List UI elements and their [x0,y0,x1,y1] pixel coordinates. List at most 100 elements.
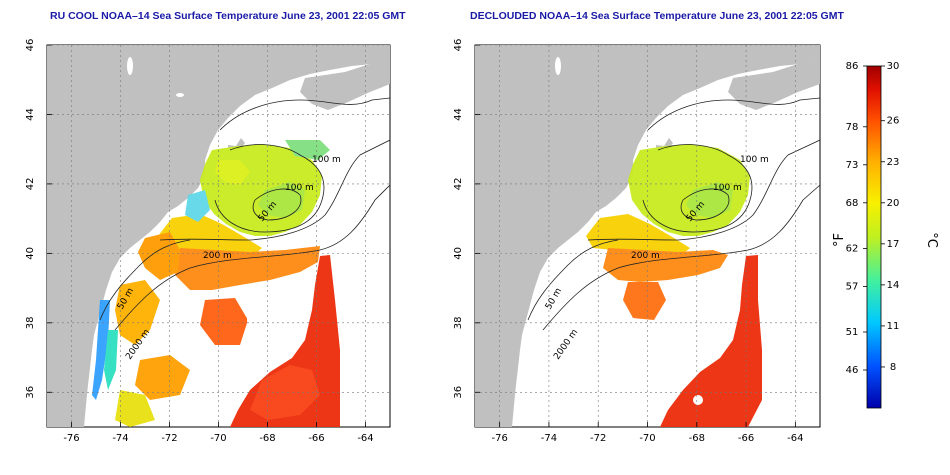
sst-nearshore-left [185,190,210,222]
contour-label-right-4: 200 m [631,251,660,261]
sst-maine-patch-left [215,160,250,185]
colorbar-c-tick-label: 23 [887,157,900,168]
colorbar-f-tick-label: 62 [846,243,859,254]
contour-100m-left [219,97,390,131]
sst-cloud-hole-left-2 [287,325,297,335]
colorbar-c-tick-label: 30 [887,61,900,72]
tick-label-lon-right: -76 [491,433,507,444]
colorbar-c-tick-label: 20 [887,198,900,209]
colorbar-c-tick-label: 11 [887,321,900,332]
sst-cloud-hole-left-1 [247,312,263,328]
colorbar-ramp [866,65,882,409]
colorbar-f-tick-label: 46 [846,365,859,376]
sst-offshore-right [623,282,666,320]
colorbar-f-tick-label: 86 [846,61,859,72]
tick-label-lon-left: -68 [259,433,275,444]
contour-label-right-2: 100 m [713,183,742,193]
contour-coast-left [99,239,191,321]
sst-cloud-hole-right-1 [722,314,734,326]
contour-50m-right [680,188,730,221]
tick-label-lon-left: -64 [357,433,373,444]
contour-label-left-2: 100 m [285,183,314,193]
tick-label-lat-right: 46 [453,39,464,52]
tick-label-lon-left: -74 [112,433,128,444]
tick-label-lat-right: 42 [453,178,464,191]
colorbar-f-tick-label: 57 [846,281,859,292]
tick-label-lat-right: 40 [453,247,464,260]
colorbar-c-label: °C [924,232,939,248]
lake-left-1 [127,57,133,75]
contour-100m-inner-right [642,144,753,233]
contour-100m-inner-left [214,144,325,233]
colorbar-f-ticks: 86 78 73 68 62 57 51 46 [846,61,867,376]
tick-label-lat-left: 36 [25,386,36,399]
colorbar: °F °C 86 78 73 68 62 57 51 46 30 26 23 20 17 14 11 8 [832,61,939,409]
bathymetry-contours-left [99,97,390,331]
tick-label-lat-left: 40 [25,247,36,260]
tick-label-lon-left: -66 [308,433,324,444]
sst-coast-band2-left [104,330,118,390]
tick-label-lon-left: -72 [161,433,177,444]
land-mass-right [475,45,820,427]
colorbar-c-tick-label: 17 [887,239,900,250]
tick-label-lat-right: 38 [453,316,464,329]
contour-coast-right [527,239,619,321]
colorbar-f-tick-label: 73 [846,160,859,171]
sst-cloud-hole-right-2 [693,395,703,405]
sst-scotian-left [285,140,330,160]
colorbar-f-tick-label: 68 [846,198,859,209]
contour-label-left-1: 100 m [312,155,341,165]
panel-left-title: RU COOL NOAA–14 Sea Surface Temperature … [50,10,406,22]
axis-ticks-right: -76 -74 -72 -70 -68 -66 -64 36 38 40 42 44 46 [453,39,804,444]
tick-label-lat-left: 46 [25,39,36,52]
grid-lines-right [475,45,820,427]
tick-label-lat-left: 44 [25,108,36,121]
sst-south-patches-left [135,355,190,400]
panel-right-title: DECLOUDED NOAA–14 Sea Surface Temperatur… [470,10,844,22]
nova-scotia-left [300,58,390,110]
contour-50m-left [252,188,302,221]
colorbar-f-label: °F [832,233,847,247]
sst-gulf-stream-right [660,255,762,427]
contour-200m-right [587,139,820,241]
land-mass-left [47,45,390,427]
lake-left-2 [176,93,184,97]
map-panel-left: 100 m 100 m 50 m 200 m 50 m 2000 m -76 -7… [25,39,391,444]
lake-right-1 [555,57,561,75]
grid-lines-left [47,45,390,427]
colorbar-c-tick-label: 8 [890,362,896,373]
contour-100m-right [647,97,820,131]
sst-data-right [586,144,762,427]
tick-label-lon-right: -70 [639,433,655,444]
sst-coastal-left [138,232,180,280]
colorbar-c-tick-label: 26 [887,116,900,127]
sst-cloud-hole-left-3 [174,324,186,336]
sst-offshore-patch-left [200,298,248,345]
colorbar-c-ticks: 30 26 23 20 17 14 11 8 [881,61,899,373]
map-panel-right: 100 m 100 m 50 m 200 m 50 m 2000 m -76 -7… [453,39,821,444]
tick-label-lat-right: 36 [453,386,464,399]
sst-data-left [92,140,340,427]
colorbar-c-tick-label: 14 [887,280,900,291]
contour-label-right-1: 100 m [740,155,769,165]
sst-coast-band-left [92,300,110,400]
tick-label-lon-right: -74 [541,433,557,444]
nova-scotia-right [728,58,820,110]
bathymetry-contours-right [527,97,820,331]
contour-label-left-4: 200 m [203,251,232,261]
tick-label-lat-left: 42 [25,178,36,191]
tick-label-lon-left: -76 [63,433,79,444]
axis-ticks-left: -76 -74 -72 -70 -68 -66 -64 36 38 40 42 44 46 [25,39,374,444]
tick-label-lon-left: -70 [210,433,226,444]
tick-label-lat-left: 38 [25,316,36,329]
contour-200m-left [159,139,390,241]
sst-slope-left [175,246,320,290]
tick-label-lon-right: -64 [787,433,803,444]
sst-south-patches2-left [115,390,155,427]
colorbar-f-tick-label: 51 [846,327,859,338]
tick-label-lon-right: -68 [689,433,705,444]
contour-2000m-right [542,184,820,331]
tick-label-lon-right: -66 [738,433,754,444]
tick-label-lat-right: 44 [453,108,464,121]
